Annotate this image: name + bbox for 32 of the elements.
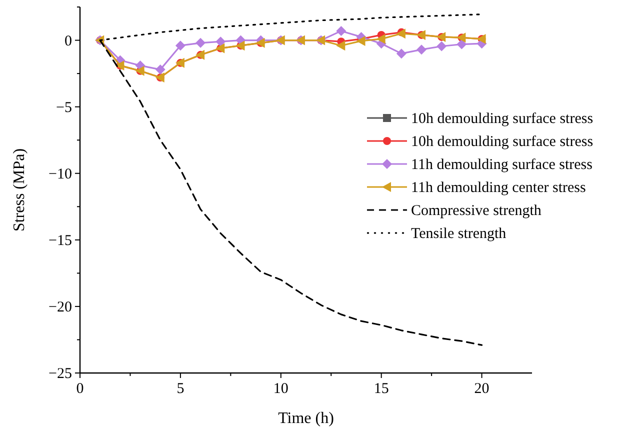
legend-label: 11h demoulding center stress bbox=[411, 180, 586, 196]
x-tick-label: 15 bbox=[374, 381, 389, 397]
x-tick-label: 0 bbox=[76, 381, 84, 397]
point bbox=[416, 44, 427, 55]
point bbox=[436, 41, 447, 52]
point bbox=[336, 40, 346, 51]
point bbox=[376, 34, 386, 44]
point bbox=[356, 36, 366, 46]
point bbox=[396, 28, 406, 39]
y-tick-label: −20 bbox=[48, 299, 72, 316]
legend-label: 10h demoulding surface stress bbox=[411, 134, 594, 150]
legend-label: Tensile strength bbox=[411, 226, 507, 242]
x-tick-label: 5 bbox=[176, 381, 184, 397]
point bbox=[175, 40, 186, 51]
legend-label: 11h demoulding surface stress bbox=[411, 157, 593, 173]
x-tick-label: 10 bbox=[273, 381, 288, 397]
legend-label: Compressive strength bbox=[411, 203, 542, 219]
legend-label: 10h demoulding surface stress bbox=[411, 111, 594, 127]
point bbox=[196, 38, 206, 48]
point bbox=[216, 36, 226, 47]
y-tick-label: −25 bbox=[48, 366, 72, 382]
y-tick-label: −10 bbox=[48, 166, 72, 182]
y-axis-title: Stress (MPa) bbox=[11, 148, 28, 232]
point bbox=[396, 48, 406, 59]
x-tick-label: 20 bbox=[474, 381, 490, 397]
y-tick-label: −5 bbox=[56, 100, 72, 116]
point bbox=[456, 39, 467, 50]
point bbox=[155, 64, 166, 75]
y-tick-label: 0 bbox=[64, 33, 72, 50]
point bbox=[336, 26, 346, 36]
y-tick-label: −15 bbox=[48, 232, 72, 249]
x-axis-title: Time (h) bbox=[278, 410, 334, 427]
